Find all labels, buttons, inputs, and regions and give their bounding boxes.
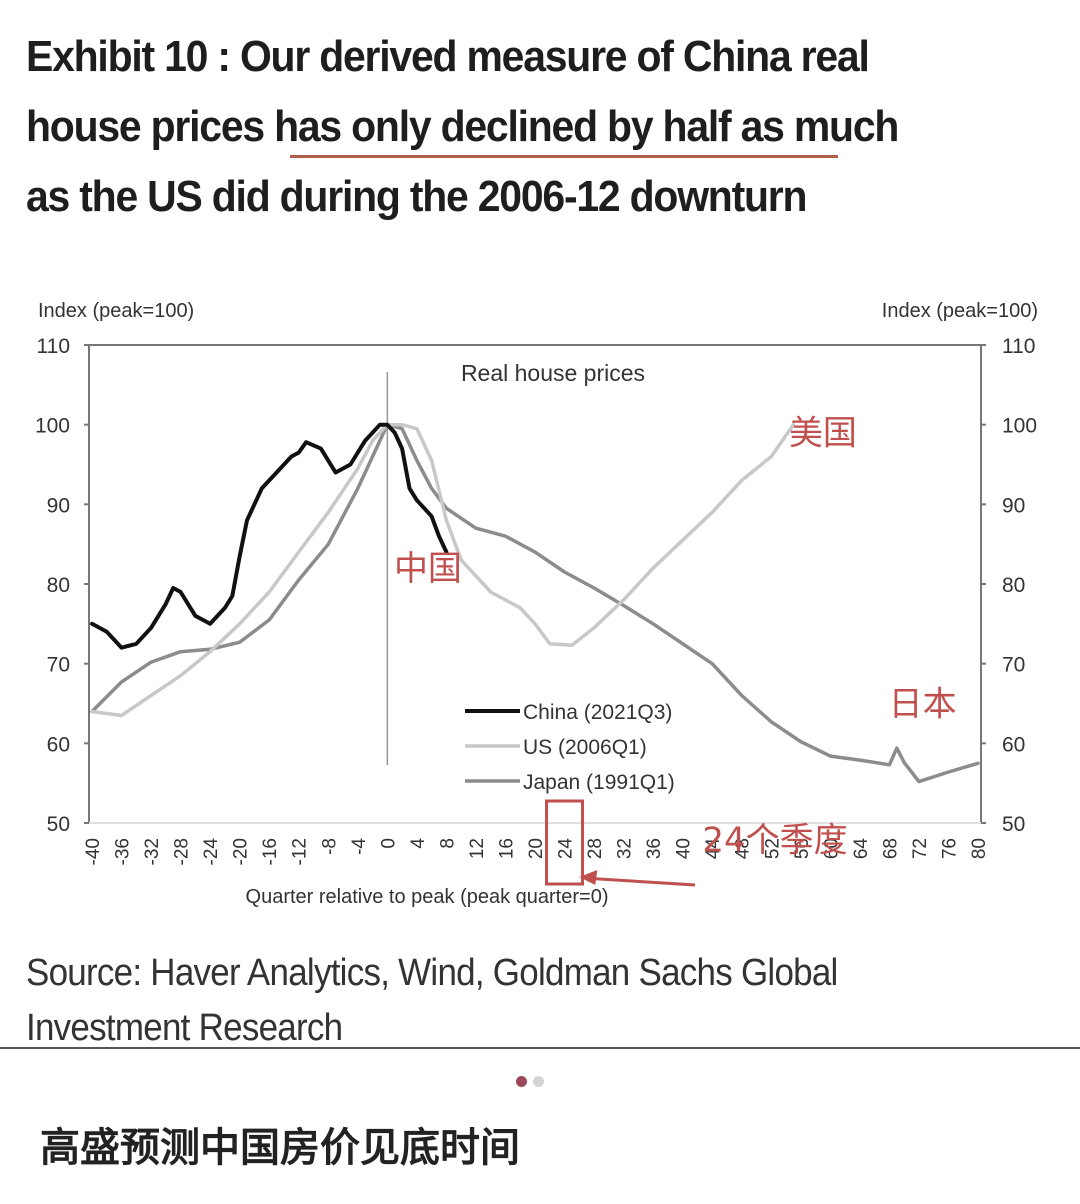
annotation-label: 美国 — [789, 414, 857, 454]
legend-entry: US (2006Q1) — [523, 736, 647, 759]
x-tick-label: 52 — [762, 838, 783, 859]
x-tick-label: 72 — [910, 838, 931, 859]
y-tick-label-right: 60 — [1002, 733, 1025, 756]
carousel-indicator — [516, 1076, 544, 1087]
x-tick-label: 48 — [733, 838, 754, 859]
y-tick-label-right: 90 — [1002, 494, 1025, 517]
x-tick-label: -20 — [231, 838, 252, 865]
x-tick-label: 56 — [792, 838, 813, 859]
x-tick-label: 64 — [851, 838, 872, 860]
chart-title: Real house prices — [461, 360, 645, 386]
y-tick-label-left: 110 — [37, 335, 70, 358]
carousel-dot[interactable] — [533, 1076, 544, 1087]
x-tick-label: 24 — [556, 838, 577, 860]
right-axis-label: Index (peak=100) — [882, 300, 1038, 322]
x-tick-label: 76 — [939, 838, 960, 859]
chart-legend: China (2021Q3) US (2006Q1) Japan (1991Q1) — [465, 701, 675, 794]
divider — [0, 1047, 1080, 1049]
y-tick-label-left: 70 — [47, 654, 70, 677]
x-tick-label: 60 — [821, 838, 842, 859]
series-line-japan — [90, 422, 980, 784]
x-tick-label: 68 — [880, 838, 901, 859]
annotation-arrow-shaft — [583, 876, 696, 887]
title-line-2: house prices has only declined by half a… — [26, 102, 899, 151]
post-caption: 高盛预测中国房价见底时间 — [40, 1125, 520, 1171]
x-tick-label: -12 — [290, 838, 311, 865]
title-highlight-underline — [290, 155, 838, 158]
y-tick-label-left: 50 — [47, 813, 70, 836]
x-axis-label: Quarter relative to peak (peak quarter=0… — [246, 886, 609, 908]
x-tick-label: -36 — [113, 838, 134, 865]
x-tick-label: -32 — [142, 838, 163, 865]
y-tick-label-right: 50 — [1002, 813, 1025, 836]
x-tick-label: 4 — [408, 838, 429, 849]
x-tick-label: 28 — [585, 838, 606, 859]
y-tick-label-right: 110 — [1002, 335, 1035, 358]
title-line-1: Exhibit 10 : Our derived measure of Chin… — [26, 32, 870, 81]
annotation-label: 日本 — [889, 684, 957, 724]
x-tick-label: 0 — [378, 838, 399, 849]
y-tick-label-left: 80 — [47, 574, 70, 597]
legend-entry: China (2021Q3) — [523, 701, 672, 724]
chart-lines — [90, 422, 980, 784]
source-line-1: Source: Haver Analytics, Wind, Goldman S… — [26, 952, 838, 994]
x-tick-label: -40 — [83, 838, 104, 865]
x-tick-label: 44 — [703, 838, 724, 860]
x-tick-label: -16 — [260, 838, 281, 865]
x-tick-label: 40 — [674, 838, 695, 859]
series-line-china — [90, 422, 449, 650]
y-tick-label-left: 90 — [47, 494, 70, 517]
x-tick-label: -4 — [349, 838, 370, 855]
x-tick-label: -24 — [201, 838, 222, 866]
carousel-dot-active[interactable] — [516, 1076, 527, 1087]
annotation-arrow-head — [579, 870, 598, 885]
y-tick-label-right: 80 — [1002, 574, 1025, 597]
x-tick-label: 20 — [526, 838, 547, 859]
annotation-label: 中国 — [394, 549, 462, 589]
x-tick-label: 8 — [437, 838, 458, 849]
y-tick-label-right: 70 — [1002, 654, 1025, 677]
series-line-us — [90, 422, 796, 718]
x-tick-label: 16 — [496, 838, 517, 859]
x-tick-label: -28 — [172, 838, 193, 865]
y-tick-label-right: 100 — [1002, 415, 1037, 438]
x-tick-label: 80 — [969, 838, 990, 859]
x-tick-label: 36 — [644, 838, 665, 859]
left-axis-label: Index (peak=100) — [38, 300, 194, 322]
title-line-3: as the US did during the 2006-12 downtur… — [26, 172, 808, 221]
exhibit-title: Exhibit 10 : Our derived measure of Chin… — [26, 22, 993, 232]
y-tick-label-left: 100 — [35, 415, 70, 438]
x-tick-label: 12 — [467, 838, 488, 859]
x-tick-label: -8 — [319, 838, 340, 855]
source-note: Source: Haver Analytics, Wind, Goldman S… — [26, 946, 983, 1056]
annotation-label: 24个季度 — [702, 821, 847, 861]
source-line-2: Investment Research — [26, 1007, 343, 1049]
legend-entry: Japan (1991Q1) — [523, 771, 675, 794]
x-tick-label: 32 — [615, 838, 636, 859]
highlight-box — [545, 799, 585, 886]
y-tick-label-left: 60 — [47, 733, 70, 756]
